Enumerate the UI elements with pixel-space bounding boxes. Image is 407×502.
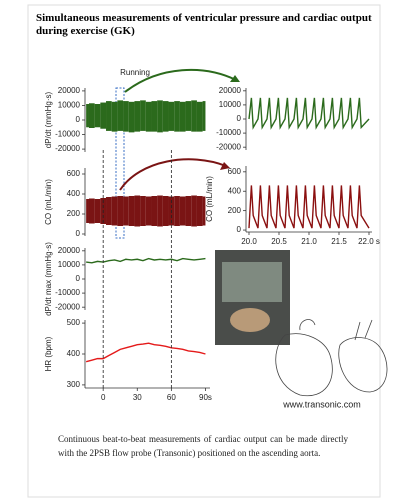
photo-animal xyxy=(230,308,270,332)
photo-detail xyxy=(222,262,282,302)
signal-band xyxy=(123,197,129,226)
figure-title: Simultaneous measurements of ventricular… xyxy=(36,12,376,38)
signal-band xyxy=(123,101,129,132)
y-tick-label: -20000 xyxy=(216,142,241,151)
signal-band xyxy=(203,101,206,131)
x-tick-label: 20.5 xyxy=(271,237,287,246)
signal-band xyxy=(140,100,146,131)
signal-band xyxy=(180,102,186,132)
y-tick-label: 200 xyxy=(228,206,242,215)
x-tick-label: 21.5 xyxy=(331,237,347,246)
signal-band xyxy=(157,100,163,132)
y-tick-label: 10000 xyxy=(58,101,81,110)
signal-band xyxy=(112,102,118,132)
y-tick-label: 400 xyxy=(228,186,242,195)
y-tick-label: 200 xyxy=(67,209,81,218)
signal-band xyxy=(146,197,152,226)
y-tick-label: 20000 xyxy=(219,86,242,95)
signal-band xyxy=(117,100,123,131)
y-tick-label: 0 xyxy=(237,225,242,234)
signal-band xyxy=(174,196,180,226)
page-frame xyxy=(28,5,380,497)
running-label: Running xyxy=(120,68,150,77)
y-tick-label: 0 xyxy=(76,274,81,283)
signal-band xyxy=(151,196,157,226)
y-tick-label: 600 xyxy=(228,167,242,176)
page: www.transonic.com Running -20000 -10000 0 1… xyxy=(0,0,407,502)
signal-band xyxy=(134,101,140,132)
y-tick-label: 0 xyxy=(237,114,242,123)
y-tick-label: 20000 xyxy=(58,246,81,255)
figure: www.transonic.com Running -20000 -10000 0 1… xyxy=(0,0,407,502)
y-tick-label: -20000 xyxy=(55,144,80,153)
y-axis-label: CO (mL/min) xyxy=(205,176,214,222)
signal-band xyxy=(163,101,169,132)
y-tick-label: 10000 xyxy=(219,100,242,109)
x-tick-label: 60 xyxy=(167,393,176,402)
y-tick-label: -20000 xyxy=(55,302,80,311)
y-tick-label: 500 xyxy=(67,318,81,327)
signal-band xyxy=(163,196,169,226)
signal-band xyxy=(106,101,112,131)
signal-band xyxy=(191,196,197,227)
signal-band xyxy=(95,104,101,127)
signal-band xyxy=(146,102,152,132)
signal-band xyxy=(191,100,197,131)
signal-band xyxy=(100,103,106,129)
y-tick-label: -10000 xyxy=(55,130,80,139)
signal-band xyxy=(129,196,135,226)
y-tick-label: 300 xyxy=(67,380,81,389)
caption: Continuous beat-to-beat measurements of … xyxy=(58,432,348,460)
y-tick-label: 0 xyxy=(76,115,81,124)
signal-band xyxy=(129,102,135,133)
signal-band xyxy=(86,199,89,223)
y-tick-label: -10000 xyxy=(55,288,80,297)
signal-band xyxy=(151,101,157,132)
y-tick-label: -10000 xyxy=(216,128,241,137)
signal-band xyxy=(89,199,95,224)
signal-band xyxy=(112,197,118,226)
signal-band xyxy=(86,104,89,127)
signal-band xyxy=(186,101,192,131)
x-tick-label: 90s xyxy=(199,393,212,402)
y-tick-label: 400 xyxy=(67,189,81,198)
x-tick-label: 22.0 s xyxy=(358,237,380,246)
signal-line xyxy=(249,185,369,228)
x-tick-label: 21.0 xyxy=(301,237,317,246)
signal-band xyxy=(140,196,146,226)
y-axis-label: dP/dt (mmHg·s) xyxy=(44,91,53,148)
signal-band xyxy=(180,197,186,226)
y-axis-label: dP/dt max (mmHg·s) xyxy=(44,242,53,316)
y-tick-label: 600 xyxy=(67,169,81,178)
credit: www.transonic.com xyxy=(282,399,361,409)
signal-band xyxy=(197,196,203,226)
signal-band xyxy=(174,101,180,132)
signal-line xyxy=(249,98,369,128)
x-tick-label: 30 xyxy=(133,393,142,402)
signal-band xyxy=(186,196,192,226)
y-tick-label: 400 xyxy=(67,349,81,358)
signal-line xyxy=(86,259,205,263)
signal-band xyxy=(134,196,140,227)
y-tick-label: 10000 xyxy=(58,260,81,269)
signal-line xyxy=(86,343,205,362)
signal-band xyxy=(95,199,101,223)
signal-band xyxy=(117,196,123,226)
signal-band xyxy=(157,196,163,227)
signal-band xyxy=(197,102,203,132)
signal-band xyxy=(89,103,95,128)
x-tick-label: 20.0 xyxy=(241,237,257,246)
y-tick-label: 20000 xyxy=(58,86,81,95)
signal-band xyxy=(106,197,112,225)
x-tick-label: 0 xyxy=(101,393,106,402)
y-axis-label: HR (bpm) xyxy=(44,336,53,371)
heart-drawings xyxy=(276,320,387,396)
y-tick-label: 0 xyxy=(76,229,81,238)
signal-band xyxy=(169,102,175,131)
y-axis-label: CO (mL/min) xyxy=(44,179,53,225)
